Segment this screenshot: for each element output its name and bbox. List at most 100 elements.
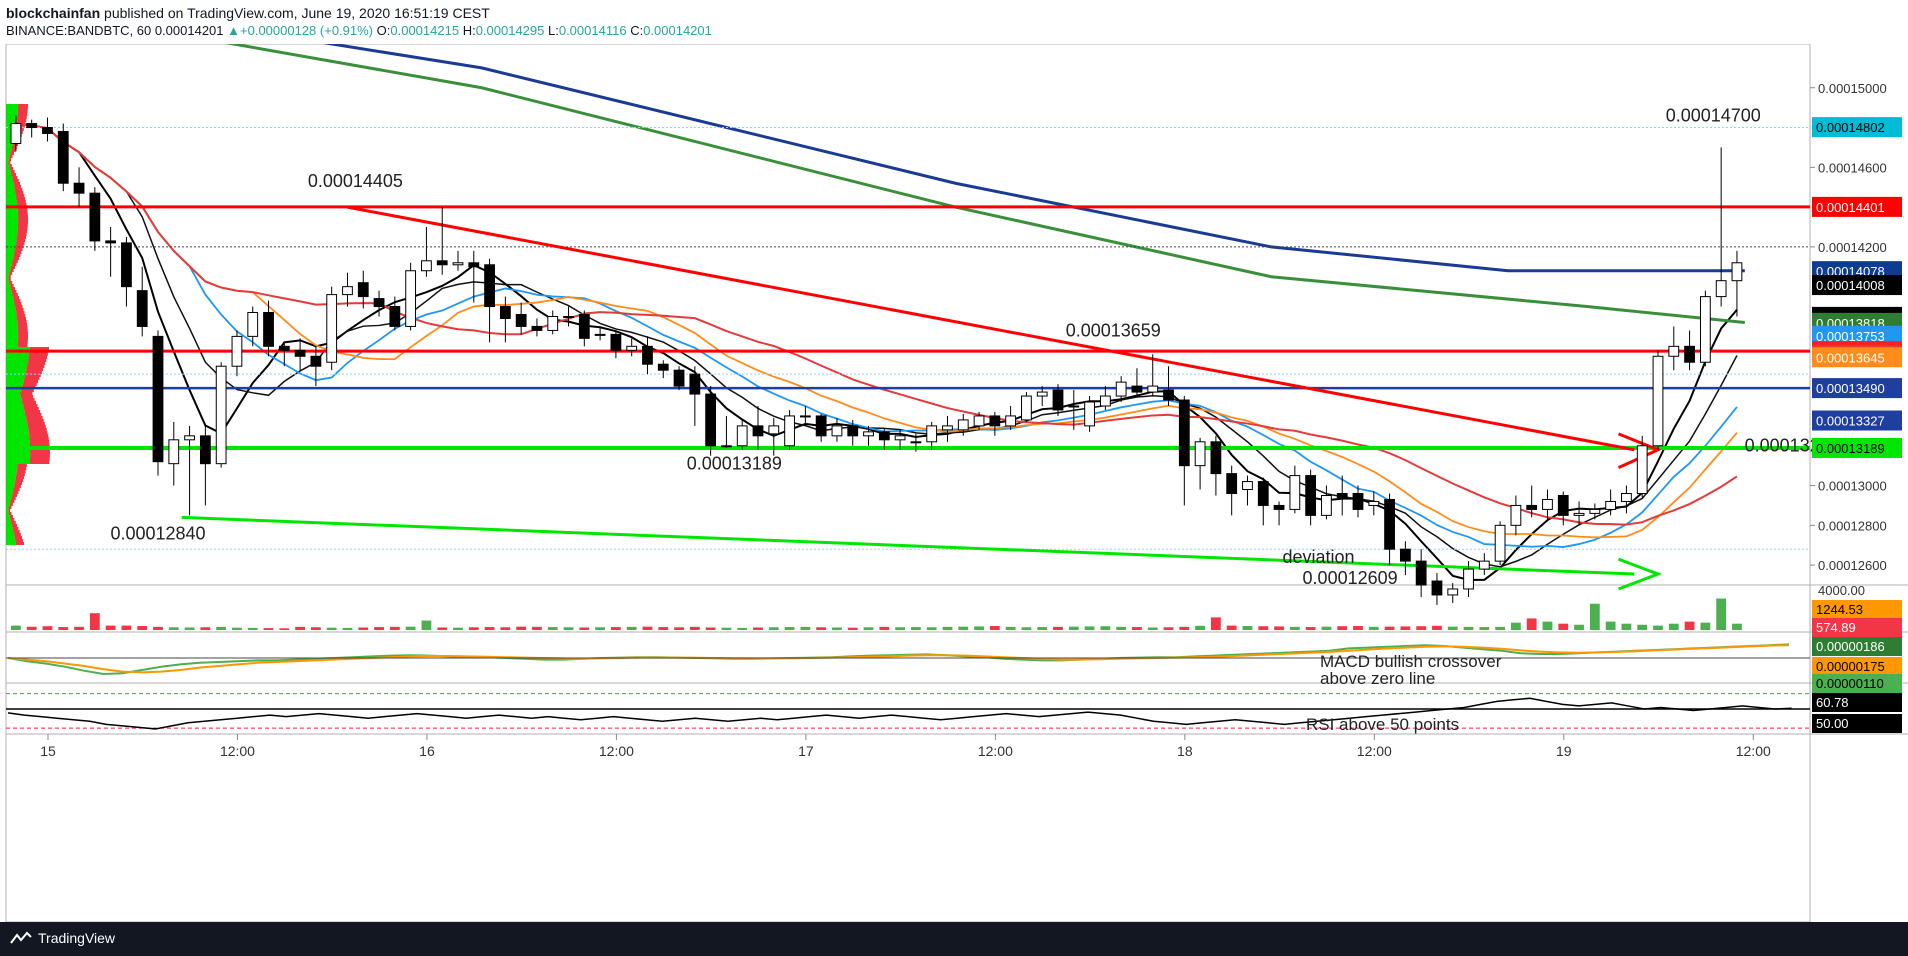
candle-down [1526, 504, 1538, 510]
profile-bar-down [9, 272, 13, 275]
profile-bar-up [6, 293, 13, 296]
pane-marker-label: 1244.53 [1816, 602, 1863, 617]
price-marker-bg [1812, 437, 1902, 458]
profile-bar-down [13, 182, 20, 185]
pane-marker-bg [1812, 637, 1902, 656]
volume-bar [42, 626, 53, 630]
volume-bar [74, 626, 84, 630]
profile-bar-down [16, 311, 25, 314]
profile-bar-up [6, 368, 27, 371]
candle-up [1005, 415, 1017, 427]
profile-bar-down [17, 344, 28, 347]
time-axis[interactable]: 15 12:00 16 12:00 17 12:00 18 12:00 19 12:00 [40, 734, 1771, 759]
volume-bar [879, 626, 890, 630]
profile-bar-down [23, 404, 38, 407]
profile-bar-up [6, 296, 14, 299]
profile-bar-up [6, 299, 14, 302]
candle-up [405, 270, 417, 327]
profile-bar-up [6, 527, 13, 530]
profile-bar-up [6, 305, 16, 308]
profile-bar-up [6, 395, 21, 398]
candle-up [957, 419, 969, 431]
profile-bar-up [6, 404, 24, 407]
profile-bar-down [18, 107, 28, 110]
high-value: 0.00014295 [475, 23, 545, 38]
profile-bar-up [6, 410, 25, 413]
symbol-name[interactable]: BINANCE:BANDBTC, 60 [6, 23, 152, 38]
volume-bar [1195, 625, 1205, 630]
candle-down [1273, 504, 1285, 510]
close-value: 0.00014201 [643, 23, 712, 38]
volume-bar [1605, 621, 1616, 630]
volume-bar [1368, 626, 1379, 630]
candle-up [1194, 441, 1206, 467]
volume-bar [689, 626, 700, 630]
profile-bar-up [6, 284, 11, 287]
profile-bar-down [15, 476, 24, 479]
candle-up [1605, 500, 1617, 510]
volume-bar [279, 628, 290, 630]
author-name[interactable]: blockchainfan [6, 5, 101, 21]
tradingview-brand[interactable]: TradingView [10, 930, 115, 946]
profile-bar-down [25, 374, 41, 377]
profile-bar-up [6, 224, 18, 227]
candle-down [815, 415, 827, 437]
profile-bar-up [6, 431, 29, 434]
volume-bar [1211, 617, 1221, 630]
candle-down [73, 182, 85, 194]
profile-bar-up [6, 476, 16, 479]
time-tick-label: 18 [1177, 743, 1193, 759]
candle-down [847, 425, 859, 437]
ma-black-2 [15, 122, 1738, 568]
volume-bar [721, 627, 732, 630]
profile-bar-down [30, 449, 50, 452]
profile-bar-down [11, 263, 17, 266]
candle-up [1242, 481, 1253, 491]
profile-bar-up [6, 317, 18, 320]
profile-bar-down [10, 500, 15, 503]
pane-marker-label: 0.00000186 [1816, 639, 1885, 654]
profile-bar-down [18, 335, 28, 338]
annotations: 0.00014405 0.00013659 0.00014700 0.00013189… [110, 106, 1839, 588]
profile-bar-up [6, 272, 10, 275]
change-value: ▲+0.00000128 (+0.91%) [227, 23, 377, 38]
price-axis[interactable]: 0.00015000 0.00014600 0.00014200 0.00013000… [1810, 81, 1887, 573]
profile-bar-down [15, 305, 23, 308]
profile-bar-down [18, 221, 28, 224]
profile-bar-up [6, 194, 17, 197]
volume-bar [421, 620, 432, 630]
candle-down [642, 345, 653, 365]
profile-bar-down [14, 251, 22, 254]
volume-bar [389, 626, 400, 630]
volume-bar [1542, 621, 1553, 630]
profile-bar-down [17, 467, 27, 470]
profile-bar-up [6, 401, 23, 404]
profile-bar-up [6, 344, 18, 347]
profile-bar-down [9, 512, 12, 515]
volume-bar [26, 626, 37, 630]
volume-bar [1621, 623, 1632, 630]
profile-bar-down [10, 284, 14, 287]
chart-canvas[interactable]: 0.00015000 0.00014600 0.00014200 0.00013000… [0, 44, 1908, 922]
volume-bar [1653, 625, 1663, 630]
price-marker-label: 0.00013645 [1816, 350, 1885, 365]
volume-bar [342, 627, 353, 630]
time-tick-label: 12:00 [220, 743, 255, 759]
profile-bar-up [6, 473, 17, 476]
profile-bar-up [6, 500, 11, 503]
volume-bar [247, 627, 258, 630]
profile-bar-up [6, 428, 29, 431]
profile-bar-up [6, 167, 10, 170]
profile-bar-up [6, 371, 26, 374]
profile-bar-up [6, 509, 9, 512]
candle-down [1226, 473, 1238, 495]
footer-bar: TradingView [0, 922, 1908, 956]
profile-bar-up [6, 200, 17, 203]
candle-up [1621, 493, 1632, 502]
time-tick-label: 12:00 [599, 743, 634, 759]
volume-bar [1589, 603, 1600, 630]
candle-down [1210, 441, 1222, 475]
profile-bar-down [29, 437, 49, 440]
profile-bar-down [11, 290, 17, 293]
close-label: C: [630, 23, 644, 38]
